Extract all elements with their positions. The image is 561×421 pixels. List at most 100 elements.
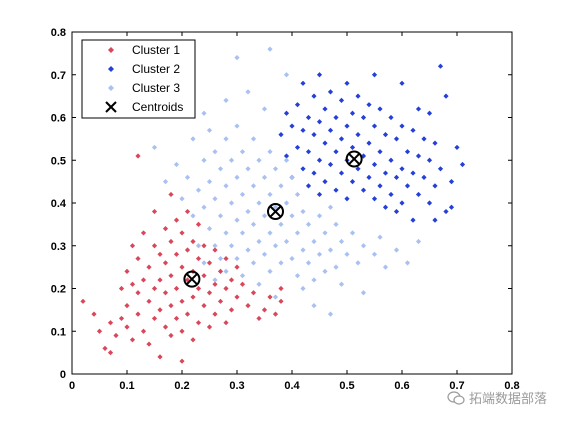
data-point xyxy=(228,307,235,313)
data-point xyxy=(234,217,240,223)
data-point xyxy=(327,161,334,168)
data-point xyxy=(190,238,196,245)
data-point xyxy=(377,183,383,189)
data-point xyxy=(250,183,257,189)
data-point xyxy=(333,221,339,227)
data-point xyxy=(135,255,141,262)
data-point xyxy=(195,255,202,262)
data-point xyxy=(162,226,169,232)
data-point xyxy=(437,166,444,172)
data-point xyxy=(107,350,114,356)
y-tick-label: 0.3 xyxy=(51,241,66,253)
data-point xyxy=(261,251,268,257)
data-point xyxy=(212,311,218,317)
data-point xyxy=(294,102,301,108)
data-point xyxy=(366,102,372,108)
data-point xyxy=(173,217,180,223)
data-point xyxy=(338,97,345,103)
data-point xyxy=(267,268,273,274)
data-point xyxy=(355,166,361,172)
data-point xyxy=(179,264,185,270)
data-point xyxy=(283,157,290,163)
data-point xyxy=(256,315,262,322)
data-point xyxy=(333,114,339,121)
data-point xyxy=(206,226,213,232)
data-point xyxy=(256,281,262,287)
data-point xyxy=(212,149,218,155)
data-point xyxy=(190,337,196,343)
data-point xyxy=(371,161,378,168)
x-tick-label: 0.2 xyxy=(174,380,189,392)
data-point xyxy=(195,187,202,193)
data-point xyxy=(212,243,218,249)
watermark: 拓端数据部落 xyxy=(447,388,547,407)
data-point xyxy=(459,161,466,168)
data-point xyxy=(410,127,416,133)
data-point xyxy=(179,358,185,364)
data-point xyxy=(184,208,191,215)
data-point xyxy=(432,140,438,146)
data-point xyxy=(443,93,449,99)
data-point xyxy=(118,285,125,292)
data-point xyxy=(278,260,284,266)
data-point xyxy=(278,298,284,304)
y-tick-label: 0.8 xyxy=(51,27,66,39)
legend-marker xyxy=(105,101,117,113)
data-point xyxy=(151,243,158,249)
data-point xyxy=(393,136,400,142)
data-point xyxy=(223,97,229,103)
data-point xyxy=(322,140,328,146)
data-point xyxy=(294,230,301,236)
data-point xyxy=(289,255,295,262)
data-point xyxy=(371,196,378,202)
data-point xyxy=(217,213,224,219)
data-point xyxy=(146,264,152,270)
y-tick-label: 0.1 xyxy=(51,326,66,338)
data-point xyxy=(294,273,301,279)
legend-item: Cluster 2 xyxy=(108,62,180,76)
data-point xyxy=(377,106,383,112)
data-point xyxy=(300,127,306,133)
data-point xyxy=(344,251,350,257)
data-point xyxy=(410,217,416,223)
data-point xyxy=(256,200,262,206)
data-point xyxy=(201,110,207,116)
data-point xyxy=(212,196,218,202)
data-point xyxy=(201,273,207,279)
data-point xyxy=(124,324,130,330)
legend-label: Centroids xyxy=(132,100,183,114)
data-point xyxy=(96,328,103,334)
data-point xyxy=(195,285,202,292)
data-point xyxy=(151,285,158,292)
centroids-layer xyxy=(183,150,363,288)
data-point xyxy=(311,277,317,283)
data-point xyxy=(261,307,268,313)
data-point xyxy=(195,320,202,326)
legend-marker xyxy=(108,66,114,72)
data-point xyxy=(223,136,229,142)
data-point xyxy=(201,204,207,210)
data-point xyxy=(289,174,295,180)
data-point xyxy=(294,144,301,151)
data-point xyxy=(382,132,389,138)
data-point xyxy=(426,110,433,116)
data-point xyxy=(168,332,174,339)
data-point xyxy=(448,179,455,185)
data-point xyxy=(146,341,152,347)
data-point xyxy=(382,170,389,176)
data-point xyxy=(333,187,339,193)
data-point xyxy=(195,243,202,249)
data-point xyxy=(157,354,163,360)
data-point xyxy=(327,247,334,253)
data-point xyxy=(278,221,284,227)
data-point xyxy=(217,166,224,172)
watermark-text: 拓端数据部落 xyxy=(468,392,547,407)
legend: Cluster 1 Cluster 2 Cluster 3 Centroids xyxy=(81,39,196,119)
data-point xyxy=(371,251,378,257)
data-point xyxy=(300,80,306,86)
data-point xyxy=(256,157,262,163)
data-point xyxy=(261,174,268,180)
data-point xyxy=(333,149,339,155)
data-point xyxy=(311,132,317,138)
data-point xyxy=(184,247,191,253)
